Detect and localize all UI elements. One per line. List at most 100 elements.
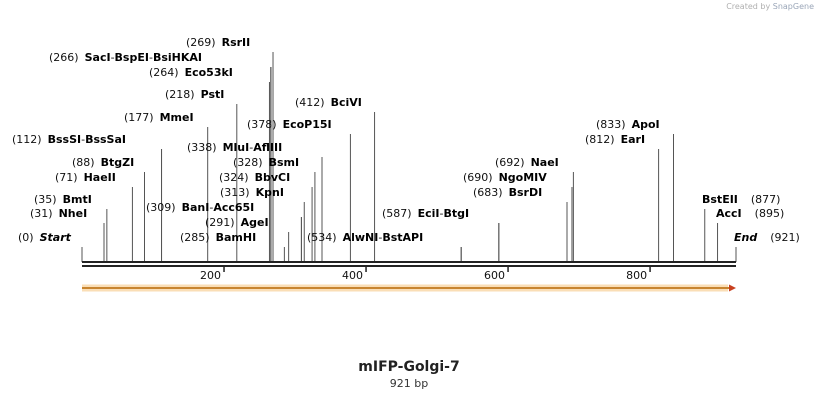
site-position: (291): [205, 216, 235, 229]
enzyme-name: MluI: [223, 141, 250, 154]
enzyme-name: EarI: [621, 133, 645, 146]
enzyme-name: EcoP15I: [283, 118, 332, 131]
scale-tick-label: 400: [342, 269, 363, 282]
enzyme-name: BtgZI: [101, 156, 135, 169]
enzyme-name: PstI: [201, 88, 225, 101]
sequence-length: 921 bp: [389, 377, 429, 390]
enzyme-separator: -: [209, 201, 213, 214]
site-label: BstEII (877): [702, 193, 780, 206]
site-label: (291) AgeI: [205, 216, 269, 229]
enzyme-name: BamHI: [216, 231, 257, 244]
site-position: (71): [55, 171, 78, 184]
site-label: (833) ApoI: [596, 118, 660, 131]
site-position: (812): [585, 133, 615, 146]
enzyme-name: BssSI: [48, 133, 82, 146]
site-position: (683): [473, 186, 503, 199]
enzyme-name: SacI: [85, 51, 111, 64]
site-label: (218) PstI: [165, 88, 224, 101]
site-position: (177): [124, 111, 154, 124]
terminus-label: End: [734, 231, 757, 244]
site-label: (309) BanI - Acc65I: [146, 201, 254, 214]
site-position: (690): [463, 171, 493, 184]
site-position: (412): [295, 96, 325, 109]
site-label: (338) MluI - AflIII: [187, 141, 282, 154]
enzyme-name: BmtI: [63, 193, 92, 206]
enzyme-separator: -: [149, 51, 153, 64]
enzyme-name: EciI: [418, 207, 440, 220]
scale-tick-label: 800: [626, 269, 647, 282]
scale-tick-label: 600: [484, 269, 505, 282]
site-label: (328) BsmI: [233, 156, 299, 169]
site-position: (88): [72, 156, 95, 169]
site-label: (534) AlwNI - BstAPI: [307, 231, 423, 244]
site-label: (71) HaeII: [55, 171, 116, 184]
enzyme-name: AflIII: [253, 141, 282, 154]
site-label: (378) EcoP15I: [247, 118, 332, 131]
site-position: (378): [247, 118, 277, 131]
site-label: (88) BtgZI: [72, 156, 134, 169]
site-label: (812) EarI: [585, 133, 645, 146]
credit-prefix: Created by: [726, 2, 771, 11]
enzyme-name: BanI: [182, 201, 210, 214]
enzyme-name: NgoMIV: [499, 171, 548, 184]
site-position: (0): [18, 231, 34, 244]
enzyme-name: BstEII: [702, 193, 738, 206]
enzyme-name: AccI: [716, 207, 742, 220]
terminus-label: Start: [40, 231, 72, 244]
enzyme-name: HaeII: [84, 171, 116, 184]
enzyme-name: ApoI: [632, 118, 660, 131]
enzyme-name: Eco53kI: [185, 66, 233, 79]
site-position: (313): [220, 186, 250, 199]
enzyme-name: AgeI: [241, 216, 269, 229]
site-position: (692): [495, 156, 525, 169]
enzyme-separator: -: [249, 141, 253, 154]
site-label: (35) BmtI: [34, 193, 92, 206]
site-label: (683) BsrDI: [473, 186, 542, 199]
site-label: (690) NgoMIV: [463, 171, 547, 184]
enzyme-name: AlwNI: [343, 231, 379, 244]
site-label: AccI (895): [716, 207, 784, 220]
enzyme-separator: -: [111, 51, 115, 64]
enzyme-name: Acc65I: [213, 201, 254, 214]
site-position: (921): [770, 231, 800, 244]
snapgene-logo-text: SnapGene: [772, 2, 814, 11]
site-label: (0) Start: [18, 231, 72, 244]
site-position: (328): [233, 156, 263, 169]
site-position: (31): [30, 207, 53, 220]
site-label: (313) KpnI: [220, 186, 284, 199]
site-position: (309): [146, 201, 176, 214]
site-label: (324) BbvCI: [219, 171, 290, 184]
site-position: (587): [382, 207, 412, 220]
enzyme-name: BtgI: [443, 207, 469, 220]
enzyme-separator: -: [81, 133, 85, 146]
sequence-name: mIFP-Golgi-7: [358, 359, 460, 375]
site-position: (895): [755, 207, 785, 220]
enzyme-name: BstAPI: [382, 231, 423, 244]
site-label: (412) BciVI: [295, 96, 362, 109]
enzyme-name: BbvCI: [255, 171, 291, 184]
site-position: (112): [12, 133, 42, 146]
site-position: (35): [34, 193, 57, 206]
enzyme-name: BssSaI: [85, 133, 126, 146]
enzyme-separator: -: [440, 207, 444, 220]
site-position: (285): [180, 231, 210, 244]
site-label: (266) SacI - BspEI - BsiHKAI: [49, 51, 202, 64]
site-position: (338): [187, 141, 217, 154]
site-label: (269) RsrII: [186, 36, 250, 49]
site-label: (177) MmeI: [124, 111, 194, 124]
enzyme-name: NaeI: [531, 156, 559, 169]
enzyme-name: BsiHKAI: [153, 51, 202, 64]
enzyme-name: BspEI: [115, 51, 149, 64]
site-position: (269): [186, 36, 216, 49]
enzyme-name: BciVI: [331, 96, 362, 109]
site-label: (264) Eco53kI: [149, 66, 233, 79]
site-position: (324): [219, 171, 249, 184]
enzyme-name: MmeI: [160, 111, 194, 124]
enzyme-name: BsmI: [269, 156, 300, 169]
site-position: (833): [596, 118, 626, 131]
enzyme-name: BsrDI: [509, 186, 543, 199]
site-position: (534): [307, 231, 337, 244]
site-position: (264): [149, 66, 179, 79]
site-label: (692) NaeI: [495, 156, 559, 169]
